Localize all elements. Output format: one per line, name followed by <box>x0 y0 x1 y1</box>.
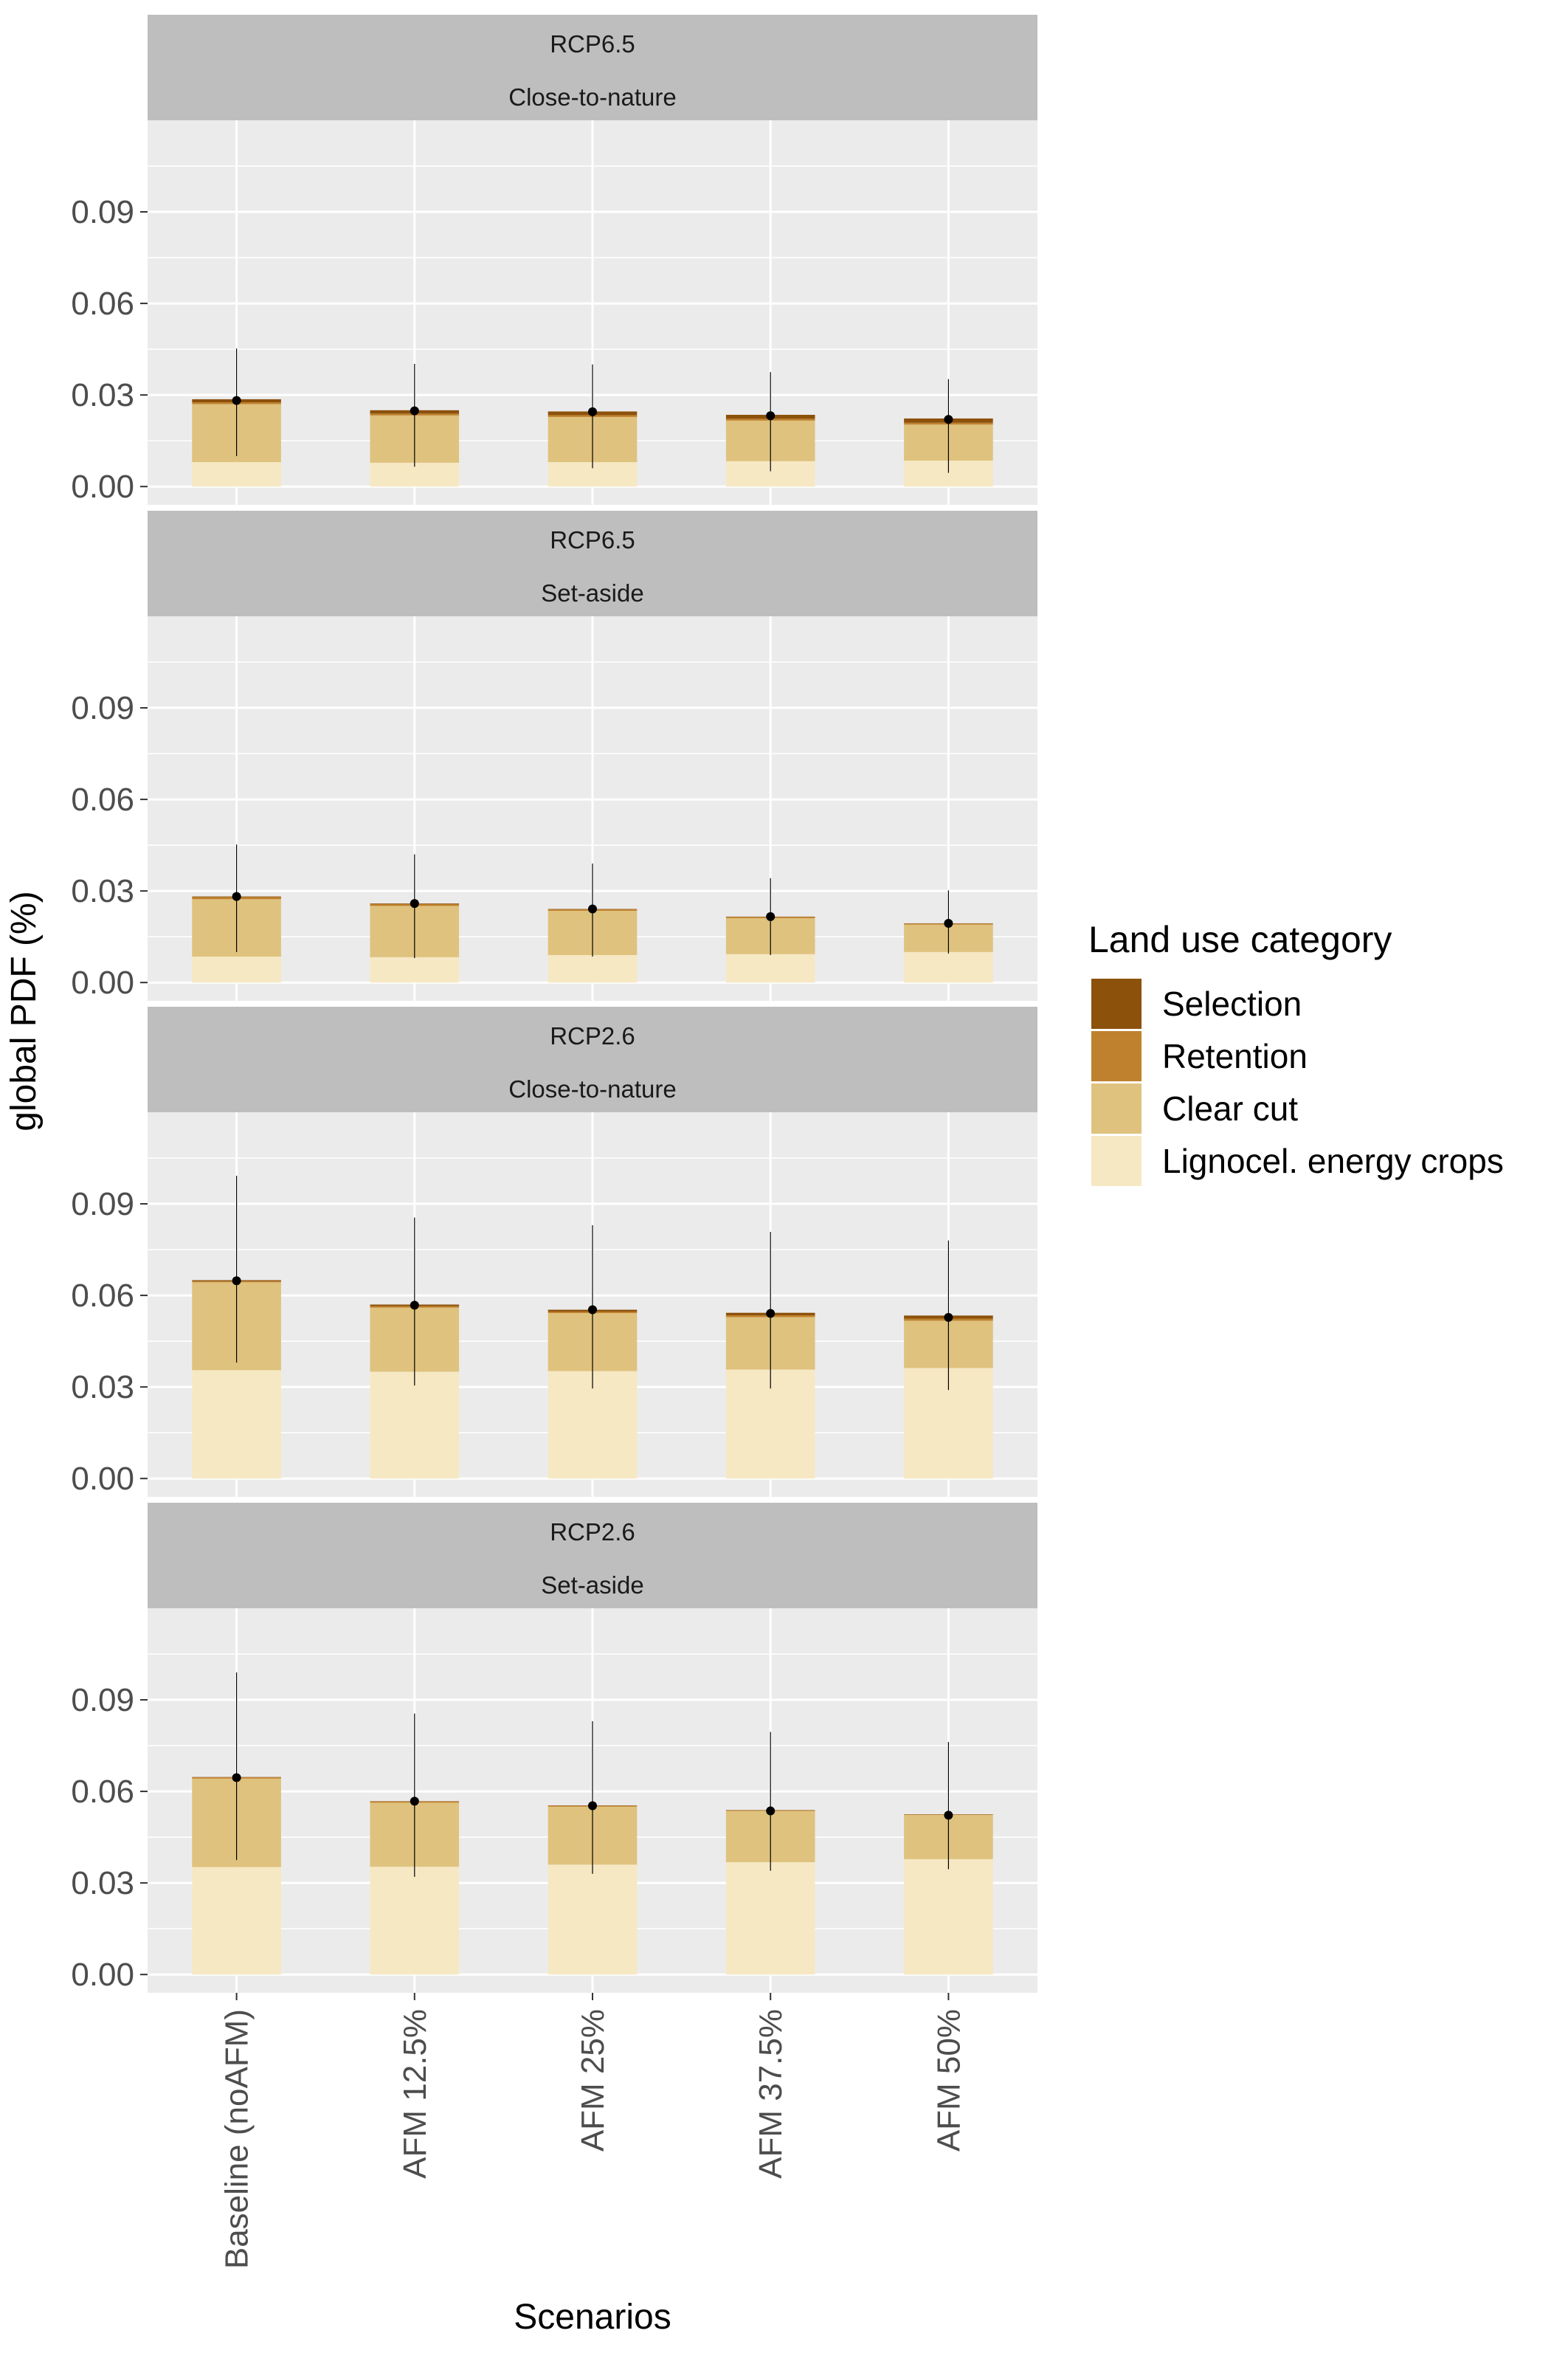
y-tick-label: 0.09 <box>71 1186 134 1222</box>
legend-key-selection <box>1090 977 1143 1030</box>
facet-panel-2: RCP6.5 Set-aside 0.00 0.03 0.06 0.09 <box>71 511 1037 1001</box>
bar-lignocel-energy-crops <box>548 1371 638 1479</box>
legend: Land use category Selection Retention Clear… <box>1088 919 1504 1188</box>
x-axis: Baseline (noAFM) AFM 12.5% AFM 25% AFM 37.5… <box>219 1993 967 2269</box>
y-tick-label: 0.06 <box>71 1774 134 1810</box>
mean-point <box>410 406 419 416</box>
mean-point <box>410 1796 419 1806</box>
y-tick-label: 0.06 <box>71 1278 134 1314</box>
bar-lignocel-energy-crops <box>192 1867 281 1975</box>
y-tick-label: 0.00 <box>71 1957 134 1993</box>
facet-strip-label-scenario: RCP2.6 <box>550 1022 635 1050</box>
mean-point <box>766 912 776 921</box>
facet-strip-label-management: Set-aside <box>541 579 643 607</box>
mean-point <box>232 396 241 405</box>
y-tick-label: 0.00 <box>71 1461 134 1497</box>
bar-lignocel-energy-crops <box>192 957 281 983</box>
mean-point <box>766 411 776 421</box>
x-tick-label: Baseline (noAFM) <box>219 2009 255 2269</box>
y-tick-label: 0.09 <box>71 690 134 726</box>
mean-point <box>588 407 597 416</box>
mean-point <box>588 904 597 914</box>
facet-strip-label-scenario: RCP2.6 <box>550 1518 635 1546</box>
y-tick-label: 0.03 <box>71 377 134 413</box>
mean-point <box>232 1773 241 1782</box>
bar-lignocel-energy-crops <box>904 951 993 983</box>
facet-panel-4: RCP2.6 Set-aside 0.00 0.03 0.06 0.09 <box>71 1503 1037 1993</box>
x-axis-title: Scenarios <box>514 2298 671 2337</box>
facet-strip <box>148 1503 1037 1608</box>
y-tick-label: 0.03 <box>71 1369 134 1405</box>
facet-panel-3: RCP2.6 Close-to-nature 0.00 0.03 0.06 0.09 <box>71 1007 1037 1497</box>
bar-lignocel-energy-crops <box>370 957 460 983</box>
bar-lignocel-energy-crops <box>192 1370 281 1479</box>
mean-point <box>232 892 241 901</box>
mean-point <box>944 918 953 928</box>
legend-title: Land use category <box>1088 919 1392 960</box>
facet-strip-label-management: Close-to-nature <box>508 1075 676 1103</box>
y-tick-label: 0.06 <box>71 286 134 322</box>
x-tick-label: AFM 25% <box>575 2009 611 2152</box>
mean-point <box>766 1806 776 1816</box>
y-tick-label: 0.03 <box>71 1865 134 1901</box>
bar-lignocel-energy-crops <box>904 1858 993 1975</box>
legend-label-clear-cut: Clear cut <box>1162 1089 1298 1128</box>
facet-panel-1: RCP6.5 Close-to-nature 0.00 0.03 0.06 0.09 <box>71 15 1037 505</box>
facet-strip-label-scenario: RCP6.5 <box>550 526 635 554</box>
mean-point <box>410 899 419 909</box>
mean-point <box>944 1811 953 1820</box>
x-tick-label: AFM 50% <box>930 2009 967 2152</box>
x-tick-label: AFM 37.5% <box>753 2009 789 2179</box>
facet-strip <box>148 511 1037 616</box>
x-tick-label: AFM 12.5% <box>397 2009 433 2179</box>
mean-point <box>944 415 953 424</box>
facet-strip <box>148 15 1037 120</box>
bar-lignocel-energy-crops <box>725 954 815 983</box>
facet-strip-label-scenario: RCP6.5 <box>550 30 635 58</box>
y-tick-label: 0.09 <box>71 1682 134 1718</box>
facet-strip <box>148 1007 1037 1112</box>
legend-key-retention <box>1090 1030 1143 1083</box>
legend-label-retention: Retention <box>1162 1037 1308 1075</box>
facet-panels: RCP6.5Close-to-nature0.000.030.060.09RCP… <box>71 15 1037 1993</box>
mean-point <box>588 1801 597 1811</box>
bar-lignocel-energy-crops <box>725 1862 815 1975</box>
mean-point <box>766 1309 776 1318</box>
y-tick-label: 0.06 <box>71 782 134 818</box>
bar-lignocel-energy-crops <box>548 1864 638 1975</box>
legend-key-clear-cut <box>1090 1082 1143 1135</box>
mean-point <box>410 1300 419 1310</box>
legend-key-lignocel-energy-crops <box>1090 1134 1143 1188</box>
legend-label-selection: Selection <box>1162 985 1302 1023</box>
y-tick-label: 0.03 <box>71 873 134 909</box>
bar-lignocel-energy-crops <box>370 1867 460 1975</box>
mean-point <box>944 1312 953 1322</box>
y-tick-label: 0.09 <box>71 194 134 230</box>
bar-lignocel-energy-crops <box>548 954 638 983</box>
facet-strip-label-management: Close-to-nature <box>508 83 676 111</box>
y-axis-title: global PDF (%) <box>4 891 44 1131</box>
bar-lignocel-energy-crops <box>370 1371 460 1479</box>
y-tick-label: 0.00 <box>71 469 134 505</box>
y-tick-label: 0.00 <box>71 965 134 1001</box>
bar-lignocel-energy-crops <box>192 462 281 487</box>
facet-strip-label-management: Set-aside <box>541 1571 643 1599</box>
mean-point <box>232 1276 241 1286</box>
legend-label-lignocel-energy-crops: Lignocel. energy crops <box>1162 1142 1504 1180</box>
mean-point <box>588 1305 597 1315</box>
